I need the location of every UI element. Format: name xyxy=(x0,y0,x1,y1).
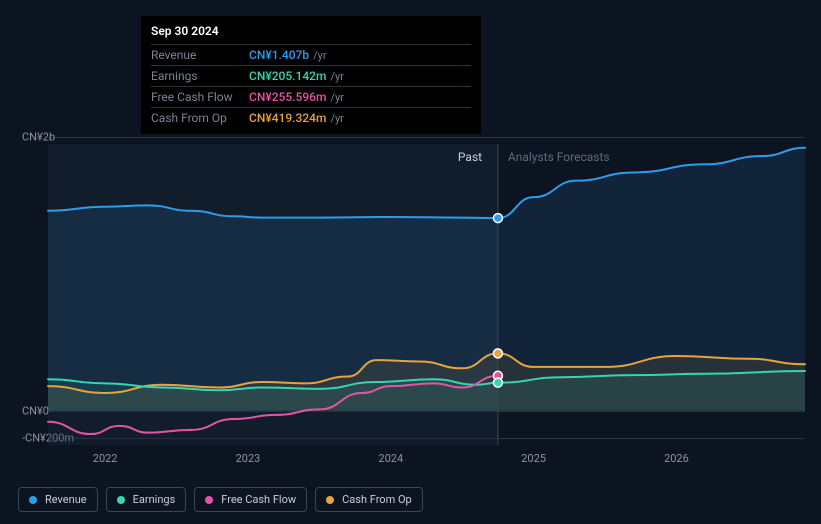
tooltip-row-name: Revenue xyxy=(151,48,249,62)
legend-item[interactable]: Cash From Op xyxy=(315,487,423,512)
legend-item[interactable]: Revenue xyxy=(18,487,98,512)
tooltip-row-value: CN¥1.407b xyxy=(249,48,309,62)
tooltip-row-unit: /yr xyxy=(313,49,326,62)
legend-item[interactable]: Earnings xyxy=(106,487,187,512)
marker-earnings xyxy=(493,378,502,387)
marker-revenue xyxy=(493,214,502,223)
legend-label: Free Cash Flow xyxy=(221,493,296,506)
legend-dot xyxy=(326,496,334,504)
tooltip-row-name: Free Cash Flow xyxy=(151,90,249,104)
tooltip-row: RevenueCN¥1.407b/yr xyxy=(151,44,471,65)
legend-label: Revenue xyxy=(45,493,87,506)
chart-svg xyxy=(48,130,805,445)
tooltip-row: Free Cash FlowCN¥255.596m/yr xyxy=(151,86,471,107)
marker-cash_from_op xyxy=(493,349,502,358)
tooltip-row-name: Earnings xyxy=(151,69,249,83)
tooltip-title: Sep 30 2024 xyxy=(151,24,471,44)
legend-dot xyxy=(205,496,213,504)
tooltip-row: Cash From OpCN¥419.324m/yr xyxy=(151,107,471,128)
tooltip-row-unit: /yr xyxy=(330,112,343,125)
tooltip-row-value: CN¥255.596m xyxy=(249,90,326,104)
tooltip-row-value: CN¥205.142m xyxy=(249,69,326,83)
legend-item[interactable]: Free Cash Flow xyxy=(194,487,307,512)
x-axis-label: 2022 xyxy=(93,452,118,465)
x-axis-label: 2025 xyxy=(521,452,546,465)
x-axis-label: 2026 xyxy=(664,452,689,465)
legend-dot xyxy=(29,496,37,504)
legend-label: Earnings xyxy=(133,493,176,506)
chart-legend: Revenue Earnings Free Cash Flow Cash From O… xyxy=(18,487,423,512)
tooltip-row: EarningsCN¥205.142m/yr xyxy=(151,65,471,86)
tooltip-row-unit: /yr xyxy=(330,70,343,83)
x-axis-label: 2024 xyxy=(378,452,403,465)
financials-chart: CN¥2bCN¥0-CN¥200m 20222023202420252026 P… xyxy=(18,130,805,445)
legend-dot xyxy=(117,496,125,504)
tooltip-row-unit: /yr xyxy=(330,91,343,104)
chart-tooltip: Sep 30 2024 RevenueCN¥1.407b/yrEarningsC… xyxy=(141,16,481,134)
legend-label: Cash From Op xyxy=(342,493,412,506)
tooltip-row-name: Cash From Op xyxy=(151,111,249,125)
x-axis-label: 2023 xyxy=(236,452,261,465)
tooltip-row-value: CN¥419.324m xyxy=(249,111,326,125)
y-axis-label: CN¥0 xyxy=(22,404,49,417)
